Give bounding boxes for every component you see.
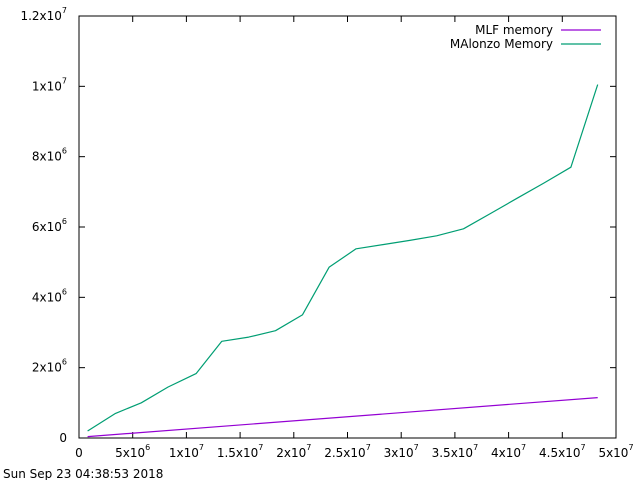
x-tick-label: 3.5x107 <box>432 443 479 460</box>
x-tick-label: 0 <box>75 446 83 460</box>
x-axis: 0 5x106 1x107 1.5x107 2x107 2.5x107 3x107 3.5x1… <box>75 16 634 460</box>
legend-label-2: MAlonzo Memory <box>450 37 553 51</box>
y-tick-label: 0 <box>59 431 67 445</box>
plot-frame <box>78 15 617 439</box>
y-tick-label: 1x107 <box>32 76 67 93</box>
legend-label-1: MLF memory <box>475 23 553 37</box>
x-tick-label: 4x107 <box>491 443 526 460</box>
x-tick-label: 4.5x107 <box>539 443 586 460</box>
series-line-1 <box>87 397 598 438</box>
x-tick-label: 2.5x107 <box>324 443 371 460</box>
y-axis: 0 2x106 4x106 6x106 8x106 1x107 1.2x107 <box>20 6 616 445</box>
timestamp-label: Sun Sep 23 04:38:53 2018 <box>3 467 163 480</box>
series-lines <box>87 84 599 438</box>
y-tick-label: 4x106 <box>32 287 67 304</box>
x-tick-label: 5x107 <box>598 443 633 460</box>
x-tick-label: 2x107 <box>276 443 311 460</box>
y-tick-label: 1.2x107 <box>20 6 67 23</box>
y-tick-label: 8x106 <box>32 147 67 164</box>
plot-border <box>78 15 617 439</box>
y-tick-label: 6x106 <box>32 217 67 234</box>
y-tick-label: 2x106 <box>32 358 67 375</box>
x-tick-label: 5x106 <box>115 443 150 460</box>
series-line-2 <box>87 84 599 432</box>
x-tick-label: 1x107 <box>169 443 204 460</box>
x-tick-label: 1.5x107 <box>217 443 264 460</box>
x-tick-label: 3x107 <box>384 443 419 460</box>
